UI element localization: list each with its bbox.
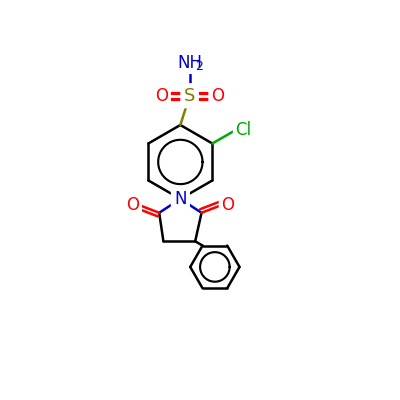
Text: 2: 2 [195, 60, 203, 73]
Text: O: O [126, 196, 140, 214]
Text: O: O [221, 196, 234, 214]
Text: N: N [174, 190, 187, 208]
Text: Cl: Cl [235, 121, 252, 139]
Text: O: O [155, 87, 168, 105]
Text: O: O [211, 87, 224, 105]
Text: NH: NH [177, 54, 202, 72]
Text: S: S [184, 87, 195, 105]
